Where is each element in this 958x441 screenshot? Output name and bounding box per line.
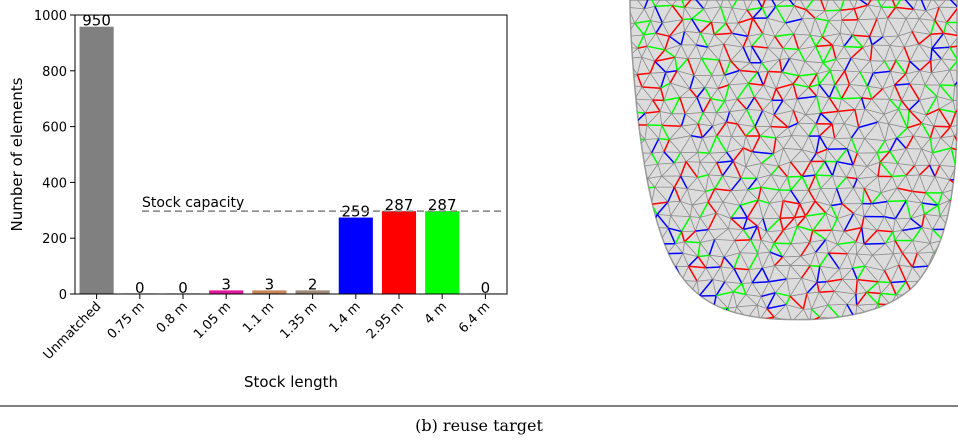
y-tick-label-5: 1000 xyxy=(34,9,67,24)
bar-data-label-0: 950 xyxy=(82,12,111,30)
x-tick-label-3: 1.05 m xyxy=(191,299,234,342)
y-tick-label-3: 600 xyxy=(42,121,67,136)
x-tick-label-1: 0.75 m xyxy=(105,299,148,342)
reuse-target-mesh-image xyxy=(629,0,958,321)
stock-capacity-line: Stock capacity xyxy=(142,195,504,212)
bar-data-label-4: 3 xyxy=(265,275,275,293)
bar-data-label-1: 0 xyxy=(135,279,145,297)
bar-0 xyxy=(79,26,114,295)
bar-data-label-9: 0 xyxy=(481,279,491,297)
y-axis-label: Number of elements xyxy=(8,77,26,231)
bars xyxy=(79,26,503,295)
x-tick-label-7: 2.95 m xyxy=(364,299,407,342)
x-tick-label-0: Unmatched xyxy=(41,299,105,363)
x-tick-label-9: 6.4 m xyxy=(456,299,493,336)
y-tick-label-4: 800 xyxy=(42,65,67,80)
bar-data-label-8: 287 xyxy=(428,196,457,214)
x-tick-label-8: 4 m xyxy=(422,299,450,327)
bar-4 xyxy=(252,290,287,294)
y-tick-label-2: 400 xyxy=(42,176,67,191)
bar-data-label-3: 3 xyxy=(221,275,231,293)
y-axis-ticks: 0 200 400 600 800 1000 xyxy=(34,9,75,303)
y-tick-label-0: 0 xyxy=(59,288,67,303)
x-axis-label: Stock length xyxy=(244,373,338,391)
bar-data-label-7: 287 xyxy=(385,196,414,214)
plot-frame xyxy=(74,14,508,295)
bar-8 xyxy=(425,211,460,294)
figure-caption: (b) reuse target xyxy=(415,416,543,435)
bar-data-label-5: 2 xyxy=(308,275,318,293)
bar-data-label-2: 0 xyxy=(178,279,188,297)
y-tick-label-1: 200 xyxy=(42,232,67,247)
bar-7 xyxy=(381,211,417,294)
x-tick-label-4: 1.1 m xyxy=(240,299,277,336)
stock-capacity-label: Stock capacity xyxy=(142,195,244,211)
x-axis-ticks: Unmatched 0.75 m 0.8 m 1.05 m 1.1 m 1.35 m 1.4… xyxy=(41,294,493,363)
x-tick-label-5: 1.35 m xyxy=(277,299,320,342)
bar-6 xyxy=(338,217,373,294)
bar-5 xyxy=(295,290,330,294)
x-tick-label-2: 0.8 m xyxy=(154,299,191,336)
bar-3 xyxy=(209,290,244,294)
x-tick-label-6: 1.4 m xyxy=(327,299,364,336)
